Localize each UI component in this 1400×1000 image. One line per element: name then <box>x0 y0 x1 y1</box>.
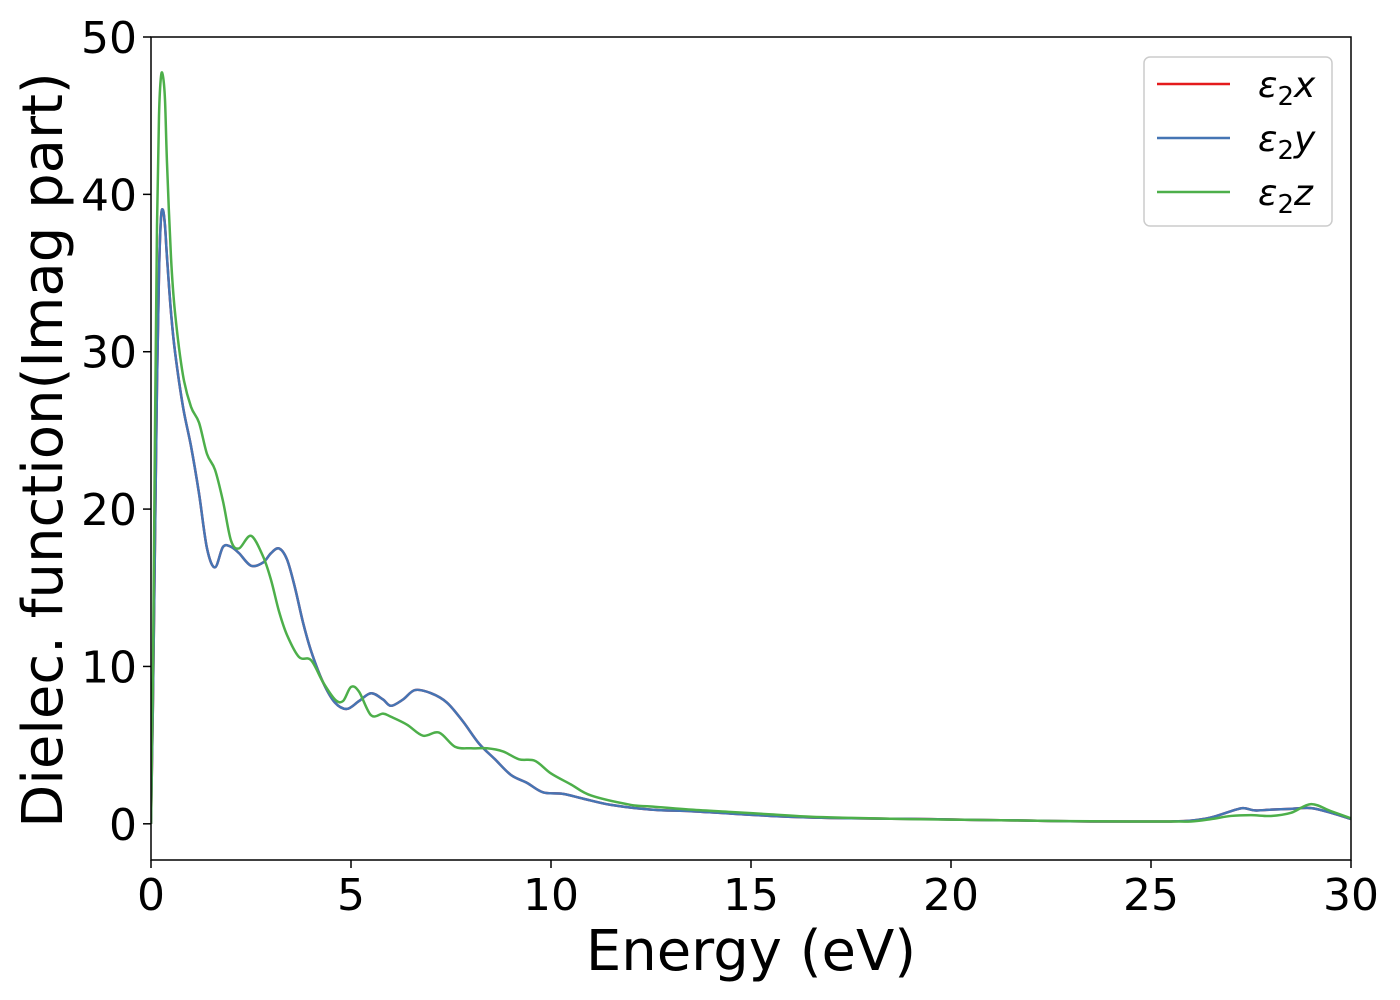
series-line-z <box>151 71 1351 824</box>
y-tick-label: 40 <box>81 170 137 221</box>
x-tick-label: 20 <box>923 870 979 921</box>
y-axis-title: Dielec. function(Imag part) <box>11 72 76 828</box>
x-tick-label: 25 <box>1123 870 1179 921</box>
y-tick-label: 30 <box>81 328 137 379</box>
x-tick-label: 0 <box>137 870 165 921</box>
y-tick-label: 0 <box>109 800 137 851</box>
x-tick-label: 5 <box>337 870 365 921</box>
legend-label-z: ε2z <box>1258 173 1314 220</box>
series-line-x <box>151 207 1351 824</box>
legend-label-y: ε2y <box>1258 119 1316 166</box>
x-tick-label: 10 <box>523 870 579 921</box>
x-tick-label: 30 <box>1323 870 1379 921</box>
legend-label-x: ε2x <box>1258 65 1316 112</box>
x-axis-title: Energy (eV) <box>586 919 916 984</box>
series-line-y <box>151 207 1351 824</box>
y-tick-label: 50 <box>81 13 137 64</box>
x-tick-label: 15 <box>723 870 779 921</box>
legend-box <box>1143 56 1333 227</box>
series-layer <box>151 71 1351 824</box>
x-axis: 0 5 10 15 20 25 30 <box>137 860 1379 921</box>
legend: ε2x ε2y ε2z <box>1143 56 1333 227</box>
y-tick-label: 20 <box>81 485 137 536</box>
y-tick-label: 10 <box>81 642 137 693</box>
y-axis: 0 10 20 30 40 50 <box>81 13 151 851</box>
